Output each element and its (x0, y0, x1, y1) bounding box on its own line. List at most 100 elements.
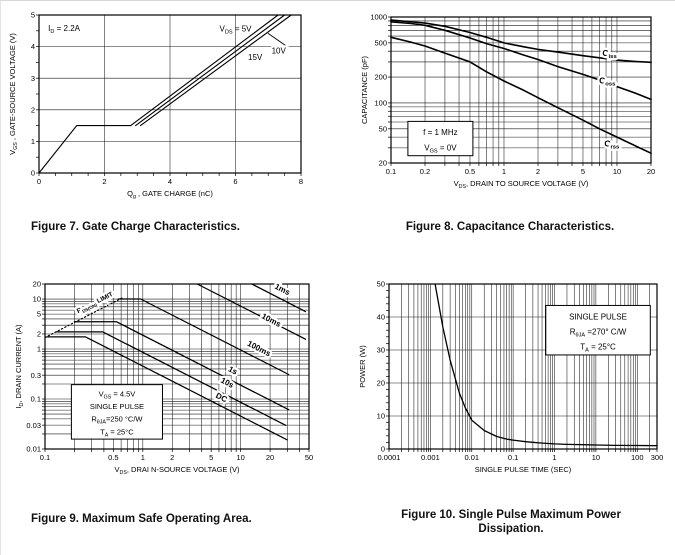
y-tick-label: 20 (379, 159, 387, 168)
x-tick-label: 1 (552, 453, 556, 462)
annotation-line: VGS = 4.5V (99, 389, 136, 400)
curve-rds-on-limit (44, 297, 124, 339)
gate-charge-chart: ID = 2.2A VDS = 5V 10V 15V 0 2 4 6 8 0 1 2 3 4 5 Qg , G… (9, 11, 303, 200)
y-tick-label: 1000 (370, 13, 387, 22)
y-tick-label: 5 (31, 11, 35, 20)
y-tick-label: 20 (33, 280, 41, 289)
plot-frame (388, 283, 658, 450)
label-100ms: 100ms (246, 339, 273, 359)
x-axis-label: VDS, DRAI N-SOURCE VOLTAGE (V) (114, 465, 240, 476)
label-dc: DC (214, 391, 229, 404)
y-tick-label: 20 (377, 379, 385, 388)
x-tick-label: 300 (651, 453, 664, 462)
x-tick-label: 1 (141, 453, 145, 462)
x-tick-label: 10 (592, 453, 600, 462)
y-tick-label: 40 (377, 313, 385, 322)
x-tick-label: 0.001 (421, 453, 440, 462)
curve-100ms (117, 298, 290, 376)
label-id-condition: ID = 2.2A (48, 24, 81, 35)
x-axis-label: VDS, DRAIN TO SOURCE VOLTAGE (V) (454, 179, 589, 190)
figure-7: ID = 2.2A VDS = 5V 10V 15V 0 2 4 6 8 0 1 2 3 4 5 Qg , G… (9, 5, 341, 213)
figure-8: f = 1 MHz VGS = 0V Ciss Coss Crss 0.1 0.2 0.5 1 2… (349, 5, 671, 213)
x-tick-label: 0.5 (465, 167, 475, 176)
curve-common-rise-plateau (38, 125, 132, 174)
y-tick-label: 10 (377, 412, 385, 421)
x-tick-label: 0.2 (420, 167, 430, 176)
y-tick-label: 100 (374, 99, 387, 108)
leader-line (267, 32, 287, 47)
x-tick-label: 20 (266, 453, 274, 462)
y-axis-label: POWER (W) (358, 345, 367, 388)
y-tick-label: 0 (381, 445, 385, 454)
y-tick-label: 50 (377, 280, 385, 289)
y-axis-label: CAPACITANCE (pF) (360, 55, 369, 124)
x-tick-label: 6 (233, 177, 237, 186)
curve-10s (55, 331, 287, 427)
annotation-line: VGS = 0V (424, 143, 457, 154)
curve-dc (46, 336, 288, 441)
y-tick-label: 1 (37, 345, 41, 354)
y-tick-label: 3 (31, 74, 35, 83)
capacitance-chart: f = 1 MHz VGS = 0V Ciss Coss Crss 0.1 0.2 0.5 1 2… (360, 13, 655, 190)
x-axis-label: Qg , GATE CHARGE (nC) (127, 189, 213, 200)
x-tick-label: 0 (37, 177, 41, 186)
label-vds-5v: VDS = 5V (219, 25, 252, 36)
y-tick-label: 200 (374, 73, 387, 82)
y-tick-label: 1 (31, 137, 35, 146)
annotation-line: f = 1 MHz (423, 128, 457, 137)
curve-vds-10v (135, 14, 286, 127)
x-tick-label: 0.1 (508, 453, 518, 462)
y-tick-label: 5 (37, 310, 41, 319)
x-tick-label: 0.1 (40, 453, 50, 462)
plot-frame (38, 14, 302, 174)
y-tick-label: 2 (31, 105, 35, 114)
y-tick-label: 0.01 (26, 445, 41, 454)
grid (39, 15, 301, 173)
y-axis-label: ID, DRAIN CURRENT (A) (14, 324, 25, 409)
x-tick-label: 4 (168, 177, 172, 186)
x-tick-label: 0.01 (464, 453, 479, 462)
curve-Coss (390, 20, 652, 101)
axis-ticks (36, 14, 302, 176)
curve-single-pulse-power (434, 283, 658, 447)
figure7-caption: Figure 7. Gate Charge Characteristics. (31, 221, 240, 233)
x-tick-label: 5 (581, 167, 585, 176)
y-tick-label: 4 (31, 42, 35, 51)
plot-frame (44, 283, 310, 450)
annotation-line: SINGLE PULSE (90, 402, 144, 411)
x-axis-label: SINGLE PULSE TIME (SEC) (475, 465, 572, 474)
curve-vds-15v (139, 14, 292, 127)
x-tick-label: 0.5 (108, 453, 118, 462)
safe-operating-area-chart: VGS = 4.5V SINGLE PULSE RθJA=250 °C/WTA = … (14, 280, 313, 476)
label-ciss: Ciss (602, 48, 617, 60)
annotation-line: TA = 25°C (100, 427, 134, 438)
label-vds-15v: 15V (248, 53, 263, 62)
x-tick-label: 2 (536, 167, 540, 176)
x-tick-label: 5 (209, 453, 213, 462)
curve-Crss (390, 36, 652, 154)
x-tick-label: 50 (305, 453, 313, 462)
x-tick-label: 2 (102, 177, 106, 186)
y-tick-label: 2 (37, 330, 41, 339)
curve-Ciss (390, 19, 652, 64)
annotation-box (407, 120, 474, 157)
x-tick-label: 100 (631, 453, 644, 462)
curve-10ms (196, 283, 307, 340)
x-tick-label: 10 (613, 167, 621, 176)
y-tick-label: 0 (31, 169, 35, 178)
curve-vds-5v (130, 14, 279, 127)
x-tick-label: 0.1 (386, 167, 396, 176)
annotation-line: TA = 25°C (580, 343, 616, 354)
y-tick-label: 50 (379, 124, 387, 133)
x-tick-label: 8 (299, 177, 303, 186)
annotation-box (70, 384, 163, 440)
figure-9: VGS = 4.5V SINGLE PULSE RθJA=250 °C/W TA = … (9, 273, 341, 507)
x-tick-label: 20 (647, 167, 655, 176)
single-pulse-power-chart: SINGLE PULSE RθJA =270° C/W TA = 25°C 0.000… (358, 280, 664, 474)
annotation-line: SINGLE PULSE (569, 312, 627, 321)
figure10-caption: Figure 10. Single Pulse Maximum Power Di… (401, 509, 621, 535)
label-crss: Crss (604, 139, 620, 151)
figure8-caption: Figure 8. Capacitance Characteristics. (405, 221, 615, 233)
figure9-caption: Figure 9. Maximum Safe Operating Area. (31, 513, 252, 525)
